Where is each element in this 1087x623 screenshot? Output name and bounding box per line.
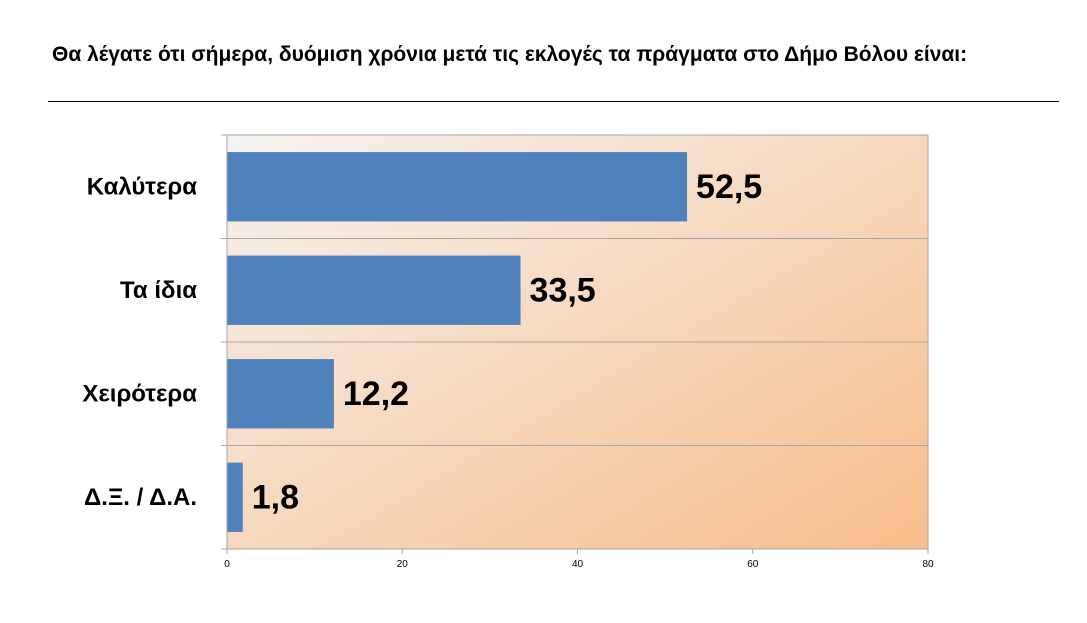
value-label: 33,5 [530,271,596,309]
x-tick-label: 40 [572,559,584,570]
value-label: 52,5 [696,168,762,206]
bars [227,152,688,532]
bar [227,255,521,325]
bar [227,359,334,429]
axes: 0 20 40 60 80 [224,135,934,570]
value-label: 12,2 [343,375,409,413]
bar [227,462,243,532]
chart-title: Θα λέγατε ότι σήμερα, δυόμιση χρόνια μετ… [52,43,968,66]
x-tick-label: 0 [224,559,230,570]
value-label: 1,8 [252,478,299,516]
labels: Καλύτερα 52,5 Τα ίδια 33,5 Χειρότερα 12,2 Δ.Ξ.… [82,168,762,517]
x-tick-label: 60 [747,559,759,570]
category-label: Καλύτερα [87,173,197,200]
title-underline [48,101,1059,102]
category-label: Χειρότερα [82,380,197,407]
category-label: Τα ίδια [120,277,197,304]
x-tick-label: 20 [397,559,409,570]
bar [227,152,688,222]
x-tick-label: 80 [922,559,934,570]
category-label: Δ.Ξ. / Δ.Α. [84,484,197,511]
